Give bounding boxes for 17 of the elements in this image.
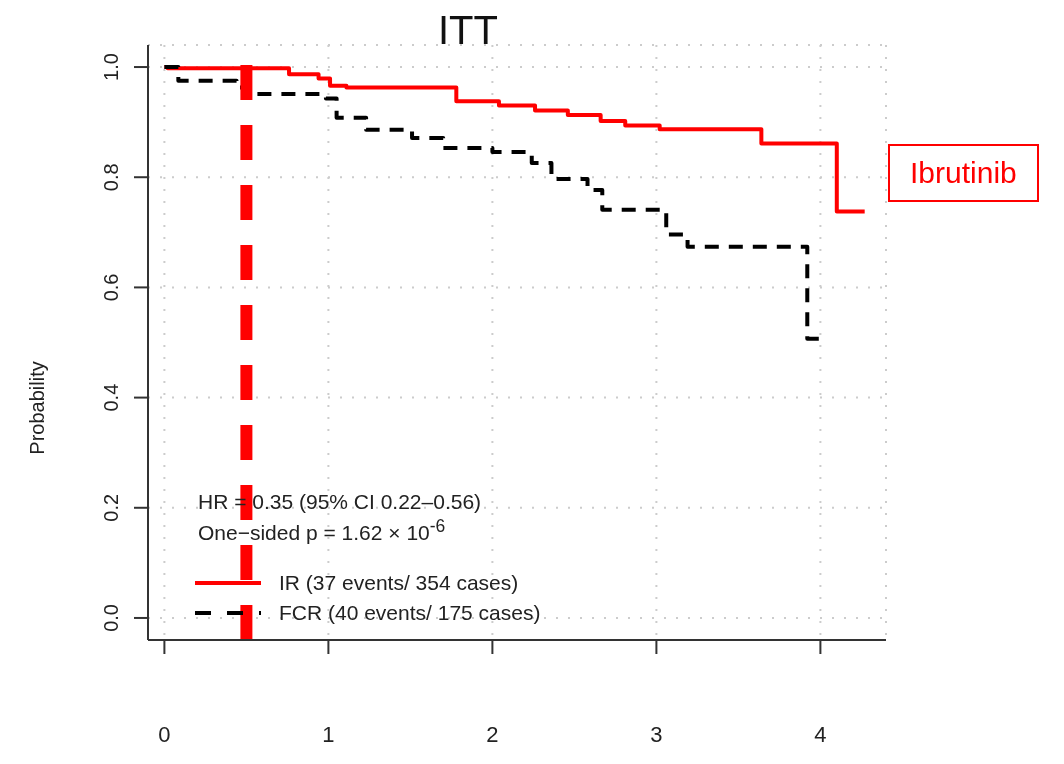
y-tick-label: 0.6 (100, 273, 122, 302)
x-tick-label: 1 (322, 722, 335, 748)
x-tick-label: 0 (158, 722, 171, 748)
legend-label: FCR (40 events/ 175 cases) (279, 601, 541, 625)
x-tick-label: 4 (814, 722, 827, 748)
x-tick-label: 3 (650, 722, 663, 748)
x-tick-label: 2 (486, 722, 499, 748)
annotation: One−sided p = 1.62 × 10$^{-6}$ (198, 516, 446, 545)
legend-label: IR (37 events/ 354 cases) (279, 571, 519, 595)
y-tick-label: 1.0 (100, 53, 122, 81)
y-tick-label: 0.0 (100, 604, 122, 632)
y-tick-label: 0.8 (100, 163, 122, 192)
y-tick-label: 0.2 (100, 493, 122, 522)
chart-title: ITT (438, 8, 498, 53)
y-axis-title: Probability (25, 361, 49, 455)
text: Ibrutinib (888, 144, 1039, 202)
y-tick-label: 0.4 (100, 383, 122, 412)
